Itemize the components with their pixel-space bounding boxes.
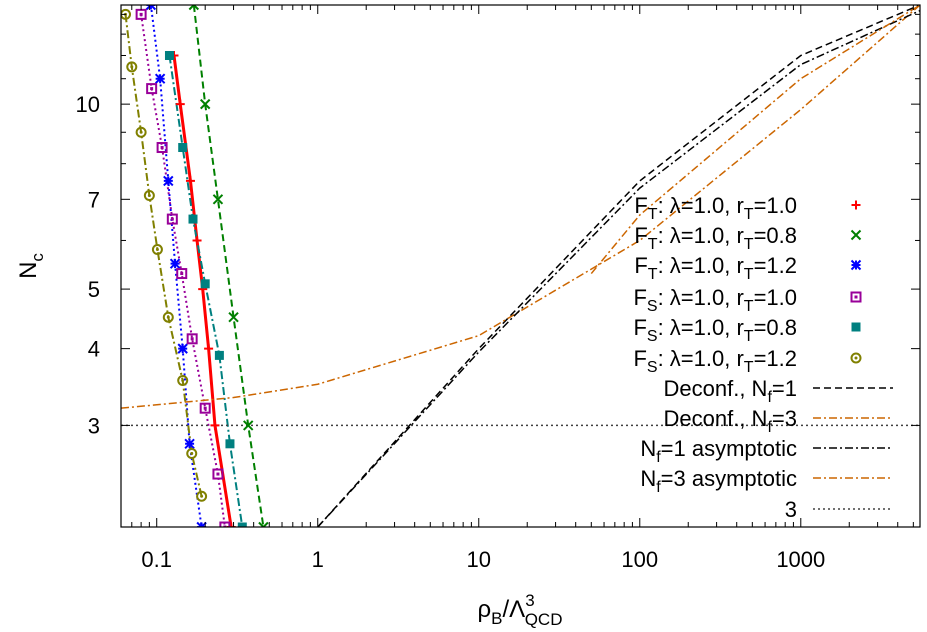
legend-marker-4 [851,322,861,332]
series-4-point-6 [237,522,247,527]
legend-marker-2 [850,259,862,271]
series-4-point-4 [214,350,224,360]
series-0-point-6 [210,420,220,430]
legend-label-2: FT: λ=1.0, rT=1.2 [634,253,797,283]
series-4-point-3 [200,279,210,289]
y-tick-label-2: 5 [88,277,100,302]
legend: FT: λ=1.0, rT=1.0FT: λ=1.0, rT=0.8FT: λ=… [633,193,893,522]
series-0-point-3 [192,235,202,245]
legend-label-8: Nf=1 asymptotic [640,436,797,466]
x-tick-label-2: 10 [467,547,491,572]
series-1-point-3 [228,312,239,323]
series-3-point-2 [156,142,168,154]
series-5-point-6 [177,374,189,386]
x-tick-label-0: 0.1 [141,547,172,572]
x-axis-label-mid: /Λ [503,596,526,623]
plot-lines [121,5,920,527]
series-5-point-3 [143,190,155,202]
series-1-point-0 [188,5,200,11]
x-tick-label-3: 100 [621,547,658,572]
series-2-point-2 [163,175,174,187]
series-3-point-5 [186,333,198,345]
series-4-point-5 [225,439,235,449]
series-2-point-5 [184,438,195,450]
legend-label-6: Deconf., Nf=1 [664,376,797,406]
plot-markers [121,5,269,527]
series-3-point-1 [146,83,158,95]
series-3-point-0 [135,8,147,20]
series-4-point-1 [178,143,188,153]
series-5-point-4 [151,243,163,255]
y-tick-label-0: 3 [88,413,100,438]
series-0-point-7 [226,522,236,527]
y-tick-label-3: 7 [88,187,100,212]
series-2-point-1 [154,73,166,84]
series-5-point-2 [135,126,147,138]
x-tick-label-4: 1000 [776,547,825,572]
series-0-point-5 [204,344,214,354]
series-1-point-2 [212,194,224,205]
series-2-point-3 [169,258,181,269]
legend-label-4: FS: λ=1.0, rT=0.8 [633,315,797,345]
legend-label-10: 3 [785,497,797,522]
legend-marker-0 [851,200,861,210]
series-0-point-2 [185,176,195,186]
series-line-4 [168,55,244,527]
series-1-point-1 [199,98,211,110]
plot-frame [120,4,921,528]
series-3-point-3 [166,213,178,225]
legend-label-3: FS: λ=1.0, rT=1.0 [633,285,797,315]
series-3-point-7 [212,468,224,480]
series-4-point-2 [188,214,198,224]
series-line-8 [317,9,920,527]
y-axis: 3 4 5 7 10 [76,13,920,438]
y-axis-label: Nc [15,253,47,279]
series-line-1 [192,5,265,527]
series-line-9 [590,5,920,275]
series-3-point-6 [199,402,211,414]
series-5-point-7 [186,448,198,460]
x-axis-label-base: ρ [478,596,492,623]
x-axis-label-sub1: B [491,609,502,628]
x-tick-label-1: 1 [312,547,324,572]
series-line-7 [121,5,920,409]
series-5-point-8 [196,490,208,502]
series-line-6 [317,5,920,527]
series-line-3 [140,14,226,527]
series-5-point-5 [162,311,174,323]
series-3-point-8 [219,521,231,527]
legend-marker-5 [850,352,862,364]
y-tick-label-1: 4 [88,337,100,362]
series-1-point-4 [243,420,254,431]
y-tick-label-4: 10 [76,92,100,117]
series-2-point-4 [177,343,188,354]
series-5-point-1 [126,61,138,73]
series-0-point-1 [175,99,185,109]
legend-label-7: Deconf., Nf=3 [664,406,797,436]
series-1-point-5 [258,521,269,527]
x-axis-label-sub2: QCD [525,610,563,629]
legend-label-0: FT: λ=1.0, rT=1.0 [634,193,797,223]
series-3-point-4 [176,268,188,280]
legend-label-5: FS: λ=1.0, rT=1.2 [633,346,797,376]
x-axis-label: ρB/Λ3 QCD [478,591,563,629]
series-4-point-0 [164,50,174,60]
y-axis-label-base: N [15,262,42,279]
y-axis-label-sub: c [28,253,47,262]
legend-marker-1 [850,229,862,241]
series-line-5 [124,14,203,497]
x-axis-label-sup: 3 [525,591,534,610]
legend-label-1: FT: λ=1.0, rT=0.8 [634,223,797,253]
legend-label-9: Nf=3 asymptotic [640,466,797,496]
legend-marker-3 [850,291,862,303]
series-line-0 [172,55,233,527]
x-axis: 0.1 1 10 100 1000 [120,5,914,572]
